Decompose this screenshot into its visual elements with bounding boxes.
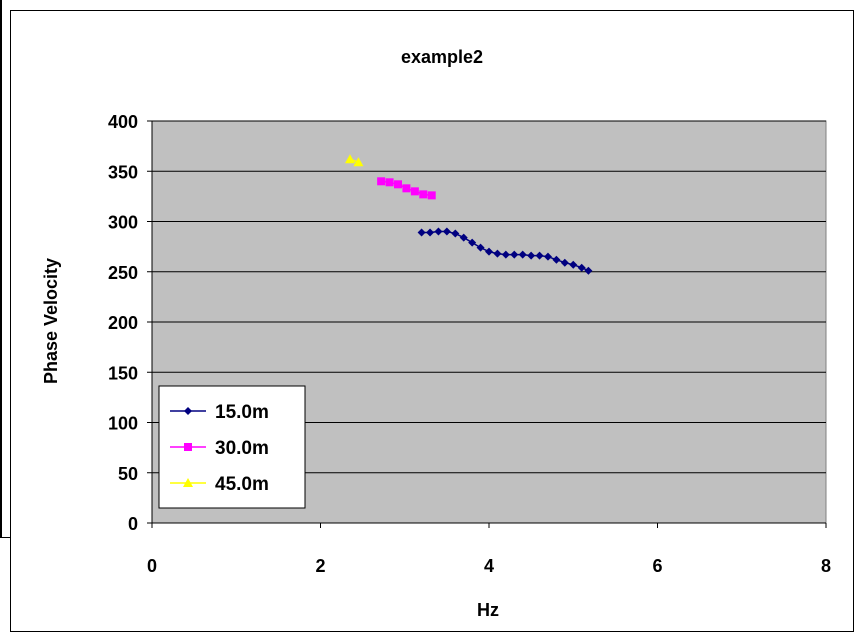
y-tick-label-300: 300 xyxy=(108,213,138,233)
y-tick-label-250: 250 xyxy=(108,263,138,283)
point-30-0m-3 xyxy=(402,184,411,193)
x-tick-label-0: 0 xyxy=(147,556,157,576)
y-tick-label-0: 0 xyxy=(128,514,138,534)
point-45-0m-1 xyxy=(353,157,364,167)
window-edge-tick xyxy=(0,537,11,538)
legend-marker-15-0m xyxy=(184,407,192,415)
point-15-0m-7 xyxy=(476,243,485,252)
legend-label-45-0m: 45.0m xyxy=(215,474,269,495)
point-15-0m-9 xyxy=(493,249,502,258)
point-15-0m-15 xyxy=(543,252,552,261)
point-15-0m-8 xyxy=(485,247,493,256)
point-15-0m-10 xyxy=(501,250,510,259)
legend-label-30-0m: 30.0m xyxy=(215,438,269,459)
point-15-0m-20 xyxy=(584,266,593,275)
y-tick-label-350: 350 xyxy=(108,162,138,182)
point-30-0m-1 xyxy=(385,178,394,187)
point-15-0m-6 xyxy=(468,238,477,247)
point-30-0m-6 xyxy=(427,191,436,200)
chart-title: example2 xyxy=(401,47,483,67)
y-tick-label-400: 400 xyxy=(108,112,138,132)
point-45-0m-0 xyxy=(344,154,355,164)
x-tick-label-8: 8 xyxy=(821,556,831,576)
point-15-0m-11 xyxy=(510,250,519,259)
y-tick-label-150: 150 xyxy=(108,363,138,383)
legend-marker-45-0m xyxy=(183,478,193,487)
y-axis-label: Phase Velocity xyxy=(41,258,61,384)
chart-frame: example2 Phase Velocity Hz 0 50 100 150 200 2… xyxy=(10,10,854,632)
point-30-0m-4 xyxy=(410,187,419,196)
point-15-0m-2 xyxy=(434,227,443,236)
point-15-0m-12 xyxy=(518,250,527,259)
x-tick-label-4: 4 xyxy=(484,556,494,576)
legend-label-15-0m: 15.0m xyxy=(215,402,269,423)
point-15-0m-17 xyxy=(560,258,569,267)
point-15-0m-4 xyxy=(451,229,460,238)
point-15-0m-5 xyxy=(459,233,468,242)
window-edge-line xyxy=(0,0,2,538)
legend-marker-30-0m xyxy=(184,443,192,451)
point-15-0m-14 xyxy=(535,251,544,260)
point-15-0m-19 xyxy=(577,263,586,272)
point-30-0m-5 xyxy=(419,190,428,199)
chart-svg: example2 Phase Velocity Hz 0 50 100 150 200 2… xyxy=(41,47,831,620)
y-tick-label-200: 200 xyxy=(108,313,138,333)
point-15-0m-0 xyxy=(417,228,426,237)
x-tick-label-2: 2 xyxy=(315,556,325,576)
y-tick-label-100: 100 xyxy=(108,414,138,434)
y-tick-label-50: 50 xyxy=(118,464,138,484)
x-tick-label-6: 6 xyxy=(652,556,662,576)
point-15-0m-18 xyxy=(569,260,578,269)
point-30-0m-0 xyxy=(377,177,386,186)
point-30-0m-2 xyxy=(394,180,403,189)
point-15-0m-13 xyxy=(527,251,536,260)
point-15-0m-16 xyxy=(552,255,561,264)
x-axis-label: Hz xyxy=(477,600,499,620)
point-15-0m-1 xyxy=(426,228,435,237)
point-15-0m-3 xyxy=(442,227,451,236)
